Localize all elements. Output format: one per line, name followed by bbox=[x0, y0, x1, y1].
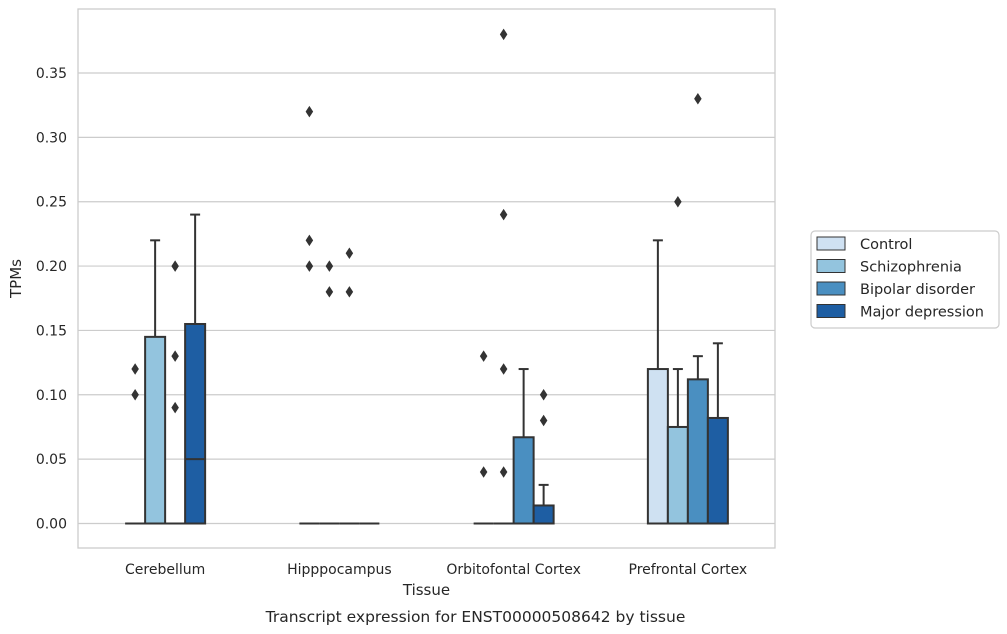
legend: Control Schizophrenia Bipolar disorder Majo… bbox=[810, 230, 1000, 329]
y-tick-label: 0.30 bbox=[36, 130, 67, 146]
y-tick-label: 0.05 bbox=[36, 452, 67, 468]
y-tick-labels: 0.00 0.05 0.10 0.15 0.20 0.25 0.30 0.35 bbox=[36, 66, 67, 533]
y-tick-label: 0.10 bbox=[36, 388, 67, 404]
y-tick-label: 0.20 bbox=[36, 259, 67, 275]
outlier-point bbox=[499, 363, 508, 375]
outlier-point bbox=[305, 105, 314, 118]
legend-item: Control bbox=[816, 236, 912, 253]
legend-swatch bbox=[816, 236, 846, 251]
outlier-point bbox=[325, 260, 334, 272]
box bbox=[666, 368, 689, 525]
legend-item: Bipolar disorder bbox=[816, 281, 975, 298]
legend-frame bbox=[810, 230, 1000, 329]
box-body bbox=[646, 368, 669, 525]
outlier-points bbox=[131, 28, 702, 478]
outlier-point bbox=[131, 389, 139, 401]
legend-label: Bipolar disorder bbox=[860, 282, 975, 298]
outlier-point bbox=[694, 92, 702, 105]
x-axis-label: Tissue bbox=[402, 581, 450, 599]
outlier-point bbox=[479, 350, 488, 362]
x-tick-label: Hipppocampus bbox=[287, 562, 392, 578]
legend-swatch bbox=[816, 259, 846, 273]
box-body bbox=[512, 436, 535, 525]
outlier-point bbox=[305, 260, 314, 272]
legend-label: Schizophrenia bbox=[860, 260, 962, 276]
box-body bbox=[706, 416, 729, 525]
outlier-point bbox=[171, 260, 179, 272]
box-body bbox=[184, 322, 207, 525]
y-tick-label: 0.25 bbox=[36, 195, 67, 211]
box bbox=[512, 368, 535, 525]
outlier-point bbox=[131, 363, 139, 375]
outlier-point bbox=[345, 286, 354, 298]
box bbox=[646, 239, 669, 525]
y-tick-label: 0.15 bbox=[36, 323, 67, 339]
legend-label: Major depression bbox=[860, 305, 984, 321]
outlier-point bbox=[499, 208, 508, 221]
x-tick-label: Orbitofontal Cortex bbox=[446, 562, 581, 578]
outlier-point bbox=[305, 234, 314, 247]
plot-frame bbox=[77, 8, 776, 549]
y-tick-label: 0.35 bbox=[36, 66, 67, 82]
box bbox=[144, 239, 167, 525]
outlier-point bbox=[171, 401, 179, 414]
legend-item: Schizophrenia bbox=[816, 259, 962, 276]
box-body bbox=[532, 504, 555, 525]
x-tick-labels: Cerebellum Hipppocampus Orbitofontal Corte… bbox=[125, 562, 747, 578]
outlier-point bbox=[499, 28, 508, 41]
legend-swatch bbox=[816, 304, 846, 318]
box bbox=[706, 342, 729, 525]
outlier-point bbox=[479, 466, 488, 478]
box bbox=[532, 483, 555, 525]
box-body bbox=[144, 335, 167, 525]
outlier-point bbox=[539, 414, 548, 427]
x-tick-label: Prefrontal Cortex bbox=[629, 562, 748, 578]
legend-swatch bbox=[816, 281, 846, 296]
box bbox=[184, 213, 207, 525]
outlier-point bbox=[171, 350, 179, 362]
outlier-point bbox=[539, 389, 548, 401]
x-tick-label: Cerebellum bbox=[125, 562, 205, 578]
box bbox=[686, 355, 709, 525]
outlier-point bbox=[499, 466, 508, 478]
box-body bbox=[666, 425, 689, 525]
boxes bbox=[125, 213, 729, 525]
outlier-point bbox=[325, 286, 334, 298]
outlier-point bbox=[674, 195, 682, 208]
y-tick-label: 0.00 bbox=[36, 517, 67, 533]
y-axis-label: TPMs bbox=[7, 259, 25, 299]
legend-label: Control bbox=[860, 237, 912, 253]
outlier-point bbox=[345, 247, 354, 259]
chart-caption: Transcript expression for ENST0000050864… bbox=[265, 608, 686, 626]
legend-item: Major depression bbox=[816, 304, 984, 321]
box-body bbox=[686, 378, 709, 525]
